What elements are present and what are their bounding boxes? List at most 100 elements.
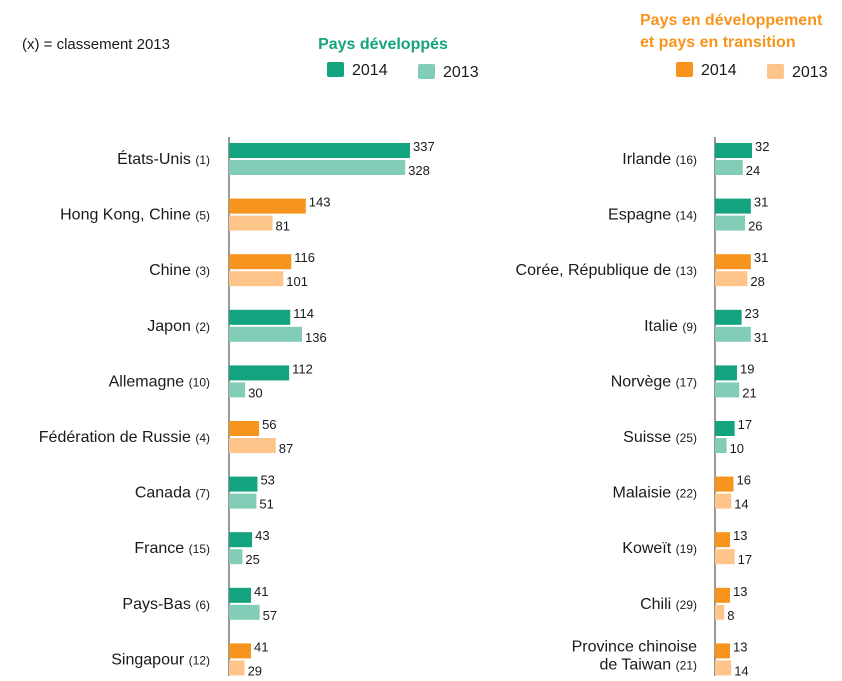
bar [229,643,252,659]
rank: (22) [676,487,697,501]
legend-label: 2013 [792,64,828,81]
bar [715,549,735,565]
category-label: Province chinoise [572,638,698,655]
category-label: Irlande (16) [622,151,697,168]
category-name: Irlande [622,151,671,168]
category-label: Fédération de Russie (4) [39,429,210,446]
bar [229,215,273,231]
value-label: 17 [738,552,752,567]
category-name: Canada [135,485,191,502]
rank: (4) [195,431,210,445]
bar [229,438,276,453]
category-name: Koweït [622,540,671,557]
bar [715,382,740,398]
bar [715,643,731,659]
bar [715,493,732,509]
bar [229,476,258,492]
category-name: Chili [640,596,671,613]
value-label: 136 [305,330,327,345]
legend-label: 2013 [443,64,479,81]
category-label: Japon (2) [147,318,210,335]
bar [715,476,734,492]
value-label: 28 [750,274,764,289]
value-label: 16 [737,473,751,488]
value-label: 143 [309,195,331,210]
category-label: Suisse (25) [623,429,697,446]
value-label: 26 [748,219,762,234]
value-label: 337 [413,139,435,154]
category-label: Singapour (12) [111,651,210,668]
rank: (14) [676,209,697,223]
value-label: 116 [294,250,315,265]
bar [715,254,751,270]
value-label: 19 [740,361,754,376]
category-name: Suisse [623,429,671,446]
category-label: Hong Kong, Chine (5) [60,207,210,224]
bar [229,254,292,270]
value-label: 30 [248,385,262,400]
bar [229,326,303,342]
value-label: 51 [259,497,273,512]
bar [715,326,751,342]
value-label: 14 [734,663,748,676]
rank: (15) [189,542,210,556]
category-label: États-Unis (1) [117,149,210,168]
category-label: Pays-Bas (6) [122,596,210,613]
value-label: 57 [263,608,277,623]
rank: (5) [195,209,210,223]
value-label: 81 [276,219,290,234]
value-label: 23 [745,306,759,321]
category-name: Norvège [611,373,672,390]
category-name: Espagne [608,207,671,224]
bar [715,421,735,436]
bar [715,309,742,325]
legend-title: et pays en transition [640,34,796,51]
note: (x) = classement 2013 [22,36,170,53]
bar [229,309,291,325]
category-label: Norvège (17) [611,373,697,390]
category-name: Malaisie [613,485,672,502]
category-label: Canada (7) [135,485,210,502]
category-name: Allemagne [109,373,185,390]
category-name: Corée, République de [516,262,672,279]
category-label: Chili (29) [640,596,697,613]
value-label: 14 [734,497,748,512]
bar [715,438,727,453]
category-name: Province chinoise [572,638,698,655]
bar [229,160,406,175]
rank: (13) [676,264,697,278]
value-label: 13 [733,584,747,599]
category-name: Pays-Bas [122,596,190,613]
value-label: 29 [248,663,262,676]
bar [229,493,257,509]
bar [229,532,253,548]
bar [715,271,748,287]
value-label: 53 [260,473,274,488]
value-label: 56 [262,417,276,432]
legend-swatch [327,62,344,77]
legend-label: 2014 [352,62,388,79]
category-name: France [134,540,184,557]
bar [229,365,290,381]
bar [229,604,260,620]
bar [715,143,752,158]
rank: (2) [195,320,210,334]
category-name: Chine [149,262,191,279]
value-label: 10 [730,441,744,456]
bar [715,160,743,175]
value-label: 114 [293,306,314,321]
category-label: Espagne (14) [608,207,697,224]
rank: (10) [189,375,210,389]
value-label: 13 [733,528,747,543]
bar [715,604,725,620]
bar [715,660,732,676]
category-name: Fédération de Russie [39,429,191,446]
legend-title: Pays développés [318,36,448,53]
value-label: 32 [755,139,769,154]
bar [229,143,410,158]
rank: (25) [676,431,697,445]
rank: (19) [676,542,697,556]
rank: (29) [676,598,697,612]
category-label: Italie (9) [644,318,697,335]
